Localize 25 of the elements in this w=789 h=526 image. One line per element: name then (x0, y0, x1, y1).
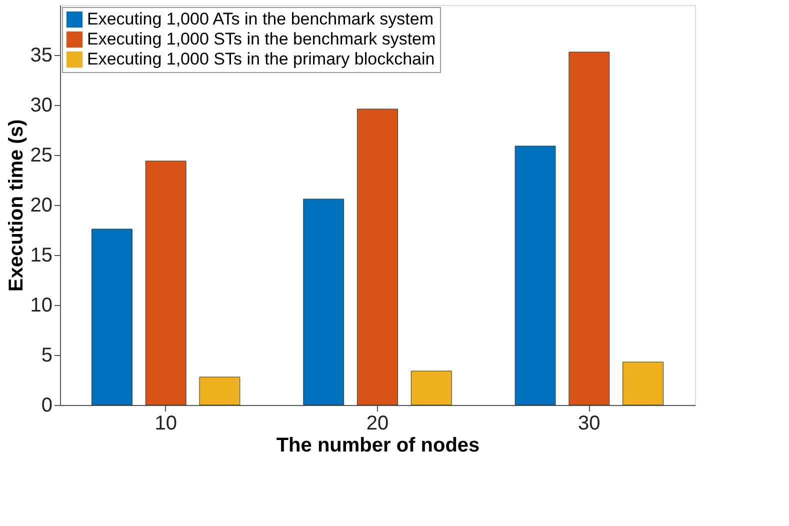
x-tick-label: 10 (154, 412, 177, 434)
y-axis-title: Execution time (s) (5, 119, 28, 292)
y-tick-label: 35 (30, 44, 52, 66)
y-tick-label: 30 (30, 94, 52, 116)
x-axis-title: The number of nodes (276, 434, 480, 456)
bar (410, 370, 452, 406)
y-tick-label: 10 (30, 294, 52, 316)
y-tick-label: 25 (30, 144, 52, 166)
legend-label: Executing 1,000 STs in the primary blockchain (87, 50, 435, 68)
bar (622, 362, 664, 406)
x-tick-label: 20 (366, 412, 389, 434)
bar (145, 160, 186, 406)
bar (514, 146, 556, 406)
bar (357, 108, 398, 406)
y-tick-label: 15 (30, 244, 52, 266)
bar (92, 228, 132, 406)
bar (568, 52, 610, 406)
bar (303, 198, 344, 406)
y-tick-label: 0 (41, 394, 52, 416)
bar (199, 376, 240, 406)
legend-label: Executing 1,000 STs in the benchmark system (87, 30, 436, 48)
x-tick-label: 30 (578, 412, 600, 434)
y-tick-label: 5 (41, 344, 52, 366)
y-tick-label: 20 (30, 194, 52, 216)
legend-label: Executing 1,000 ATs in the benchmark system (87, 10, 434, 28)
